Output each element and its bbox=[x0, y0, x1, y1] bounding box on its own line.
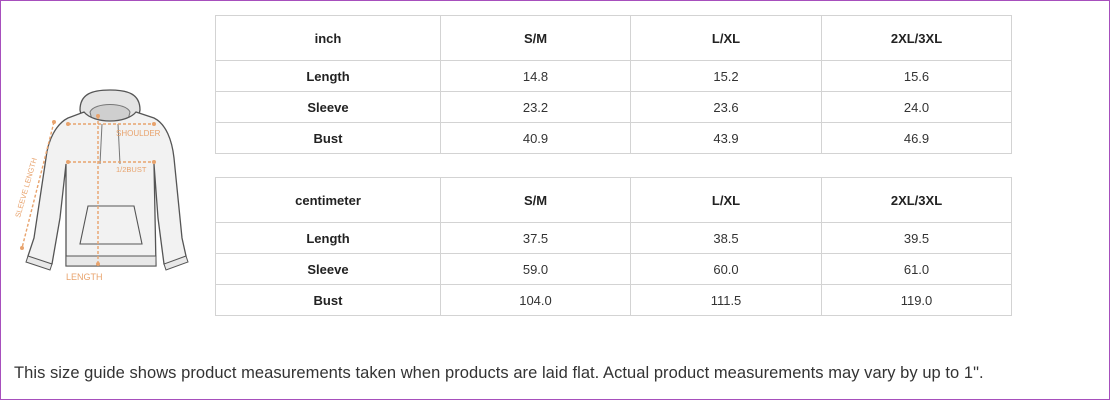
table-cell: 38.5 bbox=[630, 222, 822, 254]
table-row: Bust 40.9 43.9 46.9 bbox=[215, 122, 1012, 154]
table-row: Length 14.8 15.2 15.6 bbox=[215, 60, 1012, 92]
row-label: Length bbox=[215, 60, 441, 92]
column-header: inch bbox=[215, 15, 441, 61]
table-row: Bust 104.0 111.5 119.0 bbox=[215, 284, 1012, 316]
row-label: Bust bbox=[215, 122, 441, 154]
table-header-row: centimeter S/M L/XL 2XL/3XL bbox=[215, 177, 1012, 223]
table-cell: 37.5 bbox=[440, 222, 631, 254]
table-cell: 104.0 bbox=[440, 284, 631, 316]
hoodie-body-outline bbox=[27, 111, 187, 267]
table-cell: 60.0 bbox=[630, 253, 822, 285]
bust-label: 1/2BUST bbox=[116, 165, 147, 174]
size-table-inch: inch S/M L/XL 2XL/3XL Length 14.8 15.2 1… bbox=[215, 15, 1012, 154]
sleeve-length-label: SLEEVE LENGTH bbox=[13, 157, 39, 219]
table-cell: 46.9 bbox=[821, 122, 1012, 154]
table-cell: 23.6 bbox=[630, 91, 822, 123]
column-header: L/XL bbox=[630, 15, 822, 61]
table-cell: 14.8 bbox=[440, 60, 631, 92]
table-cell: 119.0 bbox=[821, 284, 1012, 316]
table-cell: 24.0 bbox=[821, 91, 1012, 123]
table-cell: 15.2 bbox=[630, 60, 822, 92]
table-cell: 59.0 bbox=[440, 253, 631, 285]
column-header: 2XL/3XL bbox=[821, 15, 1012, 61]
table-cell: 23.2 bbox=[440, 91, 631, 123]
shoulder-label: SHOULDER bbox=[116, 129, 161, 138]
table-header-row: inch S/M L/XL 2XL/3XL bbox=[215, 15, 1012, 61]
table-cell: 111.5 bbox=[630, 284, 822, 316]
table-cell: 61.0 bbox=[821, 253, 1012, 285]
column-header: L/XL bbox=[630, 177, 822, 223]
column-header: S/M bbox=[440, 15, 631, 61]
row-label: Sleeve bbox=[215, 253, 441, 285]
table-cell: 39.5 bbox=[821, 222, 1012, 254]
pocket-outline bbox=[79, 205, 143, 245]
column-header: S/M bbox=[440, 177, 631, 223]
length-label: LENGTH bbox=[66, 272, 103, 282]
table-cell: 40.9 bbox=[440, 122, 631, 154]
row-label: Length bbox=[215, 222, 441, 254]
row-label: Bust bbox=[215, 284, 441, 316]
table-row: Length 37.5 38.5 39.5 bbox=[215, 222, 1012, 254]
table-cell: 43.9 bbox=[630, 122, 822, 154]
column-header: 2XL/3XL bbox=[821, 177, 1012, 223]
hoodie-diagram: SHOULDER 1/2BUST SLEEVE LENGTH LENGTH bbox=[13, 89, 189, 282]
table-row: Sleeve 59.0 60.0 61.0 bbox=[215, 253, 1012, 285]
column-header: centimeter bbox=[215, 177, 441, 223]
size-guide-footnote: This size guide shows product measuremen… bbox=[14, 364, 984, 382]
size-table-centimeter: centimeter S/M L/XL 2XL/3XL Length 37.5 … bbox=[215, 177, 1012, 316]
row-label: Sleeve bbox=[215, 91, 441, 123]
table-row: Sleeve 23.2 23.6 24.0 bbox=[215, 91, 1012, 123]
table-cell: 15.6 bbox=[821, 60, 1012, 92]
